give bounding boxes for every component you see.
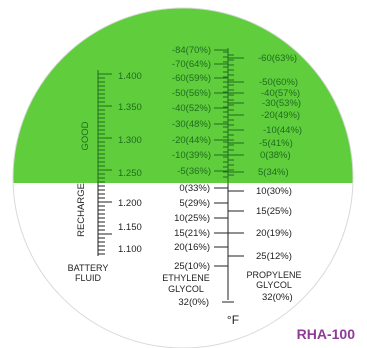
ethylene-value: -50(56%) [172,88,211,99]
ethylene-header-line2: GLYCOL [168,284,204,294]
recharge-label: RECHARGE [76,183,87,237]
battery-value: 1.200 [118,198,142,209]
battery-value: 1.150 [118,222,142,233]
ethylene-value: 0(33%) [179,183,210,194]
battery-header-line2: FLUID [75,273,102,283]
propylene-value: -40(57%) [261,88,300,99]
ethylene-header-line1: ETHYLENE [162,273,210,283]
battery-value: 1.400 [118,71,142,82]
ethylene-value: -84(70%) [172,45,211,56]
propylene-value: -10(44%) [263,125,302,136]
propylene-header-line2: GLYCOL [256,280,292,290]
model-label: RHA-100 [296,326,355,342]
battery-value: 1.100 [118,244,142,255]
propylene-scale-ticks [228,54,244,257]
propylene-value: -30(53%) [262,98,301,109]
ethylene-value: 5(29%) [179,198,210,209]
ethylene-value: -60(59%) [172,73,211,84]
viewport-outline [12,7,354,348]
propylene-value: -20(49%) [261,110,300,121]
propylene-value: -60(63%) [258,53,297,64]
ethylene-value: -70(64%) [172,59,211,70]
propylene-value: -5(41%) [259,138,293,149]
propylene-value: 25(12%) [256,251,292,262]
propylene-value: 10(30%) [256,186,292,197]
battery-value: 1.300 [118,135,142,146]
unit-label: °F [227,313,239,327]
battery-value: 1.250 [118,168,142,179]
ethylene-value: -20(44%) [172,135,211,146]
ethylene-value: -5(36%) [177,166,211,177]
battery-scale-ticks [97,70,112,256]
propylene-value: 15(25%) [256,206,292,217]
propylene-value: 20(19%) [256,228,292,239]
good-label: GOOD [80,121,91,150]
battery-header-line1: BATTERY [68,263,109,273]
ethylene-value: 20(16%) [174,242,210,253]
propylene-value: 0(38%) [260,150,291,161]
ethylene-value: -40(52%) [172,103,211,114]
propylene-value: 32(0%) [262,292,293,303]
battery-value: 1.350 [118,102,142,113]
ethylene-value: -10(39%) [172,150,211,161]
propylene-value: -50(60%) [259,77,298,88]
propylene-header-line1: PROPYLENE [246,270,301,280]
ethylene-value: 25(10%) [174,261,210,272]
ethylene-value: 15(21%) [174,228,210,239]
ethylene-value: 10(25%) [174,213,210,224]
ethylene-value: 32(0%) [178,297,209,308]
propylene-value: 5(34%) [258,167,289,178]
ethylene-value: -30(48%) [172,119,211,130]
